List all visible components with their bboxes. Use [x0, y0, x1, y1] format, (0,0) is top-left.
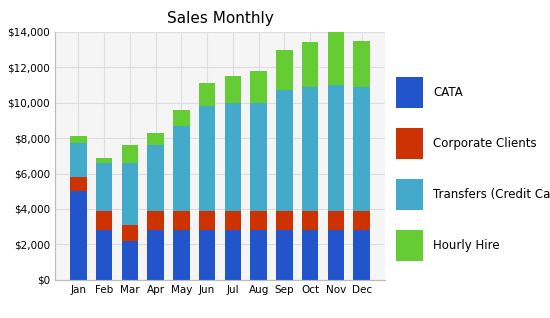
Bar — [353, 211, 370, 230]
Bar — [70, 143, 87, 177]
Bar — [199, 83, 216, 106]
Bar — [353, 230, 370, 280]
Bar — [122, 145, 138, 163]
Bar — [173, 211, 190, 230]
Bar — [276, 211, 293, 230]
Bar — [302, 230, 318, 280]
Bar — [224, 230, 241, 280]
Bar — [250, 230, 267, 280]
Bar — [353, 41, 370, 87]
Bar — [327, 230, 344, 280]
FancyBboxPatch shape — [396, 230, 423, 261]
Bar — [224, 76, 241, 103]
Bar — [122, 241, 138, 280]
Bar — [173, 126, 190, 211]
Bar — [70, 136, 87, 143]
Text: Hourly Hire: Hourly Hire — [433, 239, 500, 252]
Bar — [96, 211, 113, 230]
Bar — [122, 163, 138, 225]
Bar — [250, 71, 267, 103]
Bar — [96, 230, 113, 280]
Bar — [147, 211, 164, 230]
Bar — [276, 50, 293, 90]
Bar — [147, 230, 164, 280]
Bar — [147, 133, 164, 145]
Bar — [96, 163, 113, 211]
Bar — [327, 85, 344, 211]
Bar — [250, 211, 267, 230]
Bar — [224, 211, 241, 230]
Bar — [147, 145, 164, 211]
FancyBboxPatch shape — [396, 77, 423, 108]
Bar — [353, 87, 370, 211]
Bar — [70, 191, 87, 280]
Bar — [199, 230, 216, 280]
FancyBboxPatch shape — [396, 128, 423, 159]
Bar — [199, 211, 216, 230]
Text: CATA: CATA — [433, 86, 463, 99]
Bar — [276, 230, 293, 280]
Bar — [122, 225, 138, 241]
Bar — [96, 158, 113, 163]
FancyBboxPatch shape — [396, 179, 423, 210]
Bar — [173, 230, 190, 280]
Bar — [302, 87, 318, 211]
Bar — [327, 28, 344, 85]
Bar — [302, 42, 318, 87]
Bar — [224, 103, 241, 211]
Bar — [327, 211, 344, 230]
Bar — [173, 110, 190, 126]
Text: Transfers (Credit Cards): Transfers (Credit Cards) — [433, 188, 550, 201]
Bar — [276, 90, 293, 211]
Title: Sales Monthly: Sales Monthly — [167, 11, 273, 26]
Text: Corporate Clients: Corporate Clients — [433, 137, 537, 150]
Bar — [70, 177, 87, 191]
Bar — [250, 103, 267, 211]
Bar — [199, 106, 216, 211]
Bar — [302, 211, 318, 230]
